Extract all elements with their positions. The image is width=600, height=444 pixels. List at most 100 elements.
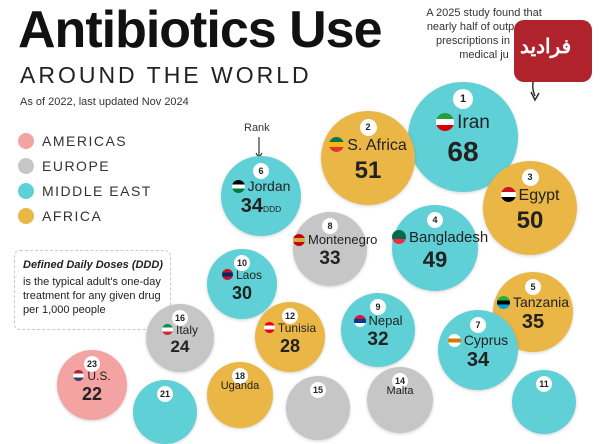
country-name: Iran	[457, 112, 490, 133]
flag-icon	[161, 324, 173, 336]
ddd-value-row: 22	[57, 384, 127, 405]
bubble-tunisia: 12 Tunisia 28	[255, 302, 325, 372]
legend-swatch	[18, 183, 34, 200]
bubble-nepal: 9 Nepal 32	[341, 293, 415, 367]
ddd-value: 50	[516, 207, 544, 234]
rank-badge: 11	[536, 376, 552, 392]
legend-swatch	[18, 133, 34, 150]
country-name: Cyprus	[463, 332, 509, 348]
legend-swatch	[18, 208, 34, 225]
rank-badge-row: 6	[221, 161, 301, 179]
ddd-value: 34	[466, 349, 490, 371]
ddd-value: 34	[240, 195, 264, 217]
rank-badge: 1	[453, 89, 473, 109]
ddd-value-row: 35	[493, 311, 573, 334]
country-name: Montenegro	[308, 232, 378, 247]
bubble-egypt: 3 Egypt 50	[483, 161, 577, 255]
rank-badge: 10	[234, 255, 250, 271]
country-name: S. Africa	[347, 137, 407, 154]
country-name: Bangladesh	[409, 229, 489, 246]
flag-icon	[392, 230, 406, 245]
bubble-u-s: 23 U.S. 22	[57, 350, 127, 420]
ddd-unit: DDD	[263, 204, 282, 214]
country-name: Jordan	[247, 178, 291, 194]
bubble-montenegro: 8 Montenegro 33	[293, 212, 377, 286]
ddd-definition-title: Defined Daily Doses (DDD)	[23, 259, 163, 271]
bubble-italy: 16 Italy 24	[146, 304, 214, 372]
rank-badge-row: 16	[146, 308, 214, 326]
rank-badge: 3	[521, 169, 539, 186]
country-name: Tunisia	[277, 321, 317, 335]
chart-subtitle: AROUND THE WORLD	[20, 62, 312, 88]
rank-badge: 16	[172, 310, 188, 326]
flag-icon	[221, 269, 233, 281]
legend-label: MIDDLE EAST	[42, 183, 152, 199]
flag-icon	[73, 370, 85, 382]
rank-badge: 18	[232, 368, 248, 384]
ddd-value-row: 50	[483, 207, 577, 235]
country-name: Nepal	[368, 313, 403, 328]
ddd-value: 30	[231, 283, 253, 303]
ddd-value-row: 30	[207, 283, 277, 304]
ddd-value-row: 28	[255, 336, 325, 357]
ddd-value: 49	[422, 247, 448, 272]
ddd-value: 32	[367, 329, 389, 350]
rank-badge: 8	[322, 218, 338, 234]
bubble-cyprus: 7 Cyprus 34	[438, 310, 518, 390]
flag-icon	[263, 322, 275, 334]
watermark-logo: فرادید	[514, 20, 592, 82]
flag-icon	[496, 295, 510, 309]
flag-icon	[447, 333, 461, 347]
country-name-row: Italy	[146, 323, 214, 337]
bubble-rank-11: 11	[512, 370, 576, 434]
rank-badge-row: 11	[512, 374, 576, 392]
legend-item-americas: AMERICAS	[18, 132, 127, 150]
rank-badge-row: 2	[321, 117, 415, 136]
country-name-row: Jordan	[221, 178, 301, 194]
ddd-value: 22	[81, 384, 103, 404]
rank-badge-row: 3	[483, 167, 577, 186]
rank-badge-row: 5	[493, 277, 573, 295]
country-name-row: Egypt	[483, 187, 577, 205]
rank-badge-row: 12	[255, 306, 325, 324]
bubble-s-africa: 2 S. Africa 51	[321, 111, 415, 205]
ddd-definition-box: Defined Daily Doses (DDD) is the typical…	[14, 250, 171, 330]
country-name-row: S. Africa	[321, 137, 415, 155]
rank-badge: 5	[525, 279, 541, 295]
country-name: Laos	[235, 268, 263, 282]
bubble-uganda: 18 Uganda	[207, 362, 273, 428]
ddd-value-row: 33	[293, 248, 367, 270]
country-name-row: Montenegro	[293, 232, 377, 247]
chart-title: Antibiotics Use	[18, 1, 382, 59]
country-name: Italy	[175, 323, 198, 337]
bubble-laos: 10 Laos 30	[207, 249, 277, 319]
country-name: Tanzania	[512, 294, 570, 310]
rank-badge: 14	[392, 373, 408, 389]
as-of-date: As of 2022, last updated Nov 2024	[20, 96, 189, 108]
rank-badge: 6	[253, 163, 269, 179]
country-name-row: Bangladesh	[392, 229, 488, 246]
legend-label: AMERICAS	[42, 133, 128, 149]
ddd-value-row: 51	[321, 157, 415, 185]
rank-badge: 4	[427, 212, 443, 228]
ddd-value: 51	[354, 157, 382, 184]
bubble-bangladesh: 4 Bangladesh 49	[392, 205, 488, 291]
rank-badge-row: 8	[293, 216, 367, 234]
rank-badge-row: 23	[57, 354, 127, 372]
ddd-value-row: 49	[392, 247, 478, 273]
rank-badge-row: 9	[341, 297, 415, 315]
bubble-malta: 14 Malta	[367, 367, 433, 433]
legend-label: AFRICA	[42, 208, 103, 224]
country-name: U.S.	[87, 369, 111, 383]
rank-badge-row: 7	[438, 315, 518, 333]
legend-swatch	[18, 158, 34, 175]
flag-icon	[231, 179, 245, 193]
rank-badge: 2	[359, 119, 377, 136]
bubble-rank-21: 21	[133, 380, 197, 444]
country-name: Uganda	[220, 380, 260, 392]
ddd-value-row: 24	[146, 337, 214, 357]
ddd-value: 24	[170, 337, 190, 356]
legend-item-europe: EUROPE	[18, 157, 110, 175]
ddd-value: 35	[521, 311, 545, 333]
country-name-row: Nepal	[341, 313, 415, 328]
